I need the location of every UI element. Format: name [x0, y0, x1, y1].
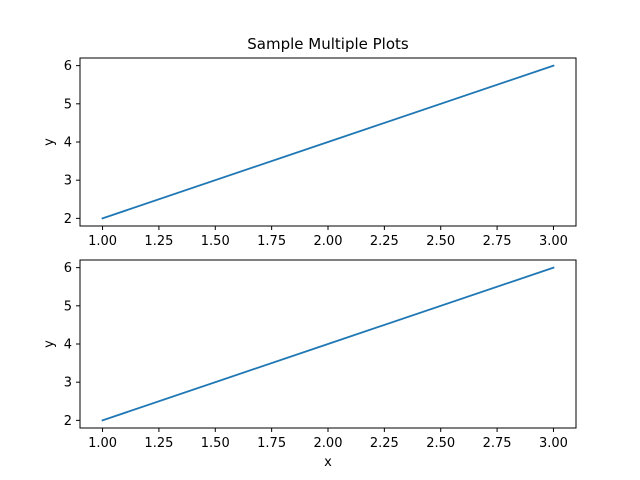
chart-2-y-tick-label-4: 5 [64, 299, 72, 314]
chart-2-y-tick-label-3: 4 [64, 338, 72, 353]
chart-1-y-tick-label-3: 4 [64, 136, 72, 151]
chart-2-series-line-1 [101, 266, 555, 422]
chart-1-y-tick-label-1: 2 [64, 212, 72, 227]
chart-2-x-tick-label-3: 1.50 [201, 436, 230, 451]
chart-1-x-tick-label-4: 1.75 [257, 234, 286, 249]
chart-1-y-axis-label: y [42, 138, 57, 146]
chart-1-x-tick-label-1: 1.00 [88, 234, 117, 249]
chart-1-x-tick-label-5: 2.00 [314, 234, 343, 249]
chart-2-x-tick-label-2: 1.25 [144, 436, 173, 451]
chart-2-x-tick-label-8: 2.75 [483, 436, 512, 451]
chart-2-y-tick-label-1: 2 [64, 414, 72, 429]
chart-1-title: Sample Multiple Plots [247, 35, 409, 53]
chart-1-x-tick-label-8: 2.75 [483, 234, 512, 249]
chart-1-y-tick-label-5: 6 [64, 59, 72, 74]
chart-1-x-tick-label-2: 1.25 [144, 234, 173, 249]
chart-1-x-tick-label-9: 3.00 [539, 234, 568, 249]
chart-1-y-tick-label-2: 3 [64, 174, 72, 189]
chart-2-x-tick-label-5: 2.00 [314, 436, 343, 451]
chart-2-x-axis-label: x [324, 455, 332, 470]
chart-1-y-tick-label-4: 5 [64, 97, 72, 112]
chart-2-x-tick-label-1: 1.00 [88, 436, 117, 451]
chart-1-x-tick-label-3: 1.50 [201, 234, 230, 249]
chart-1-x-tick-label-7: 2.50 [426, 234, 455, 249]
chart-2-x-tick-label-9: 3.00 [539, 436, 568, 451]
chart-2-y-tick-label-5: 6 [64, 261, 72, 276]
chart-1-x-tick-label-6: 2.25 [370, 234, 399, 249]
chart-2-x-tick-label-6: 2.25 [370, 436, 399, 451]
chart-2-y-tick-label-2: 3 [64, 376, 72, 391]
chart-2-y-axis-label: y [42, 340, 57, 348]
chart-2-x-tick-label-7: 2.50 [426, 436, 455, 451]
chart-1-series-line-1 [101, 64, 555, 220]
chart-2-x-tick-label-4: 1.75 [257, 436, 286, 451]
